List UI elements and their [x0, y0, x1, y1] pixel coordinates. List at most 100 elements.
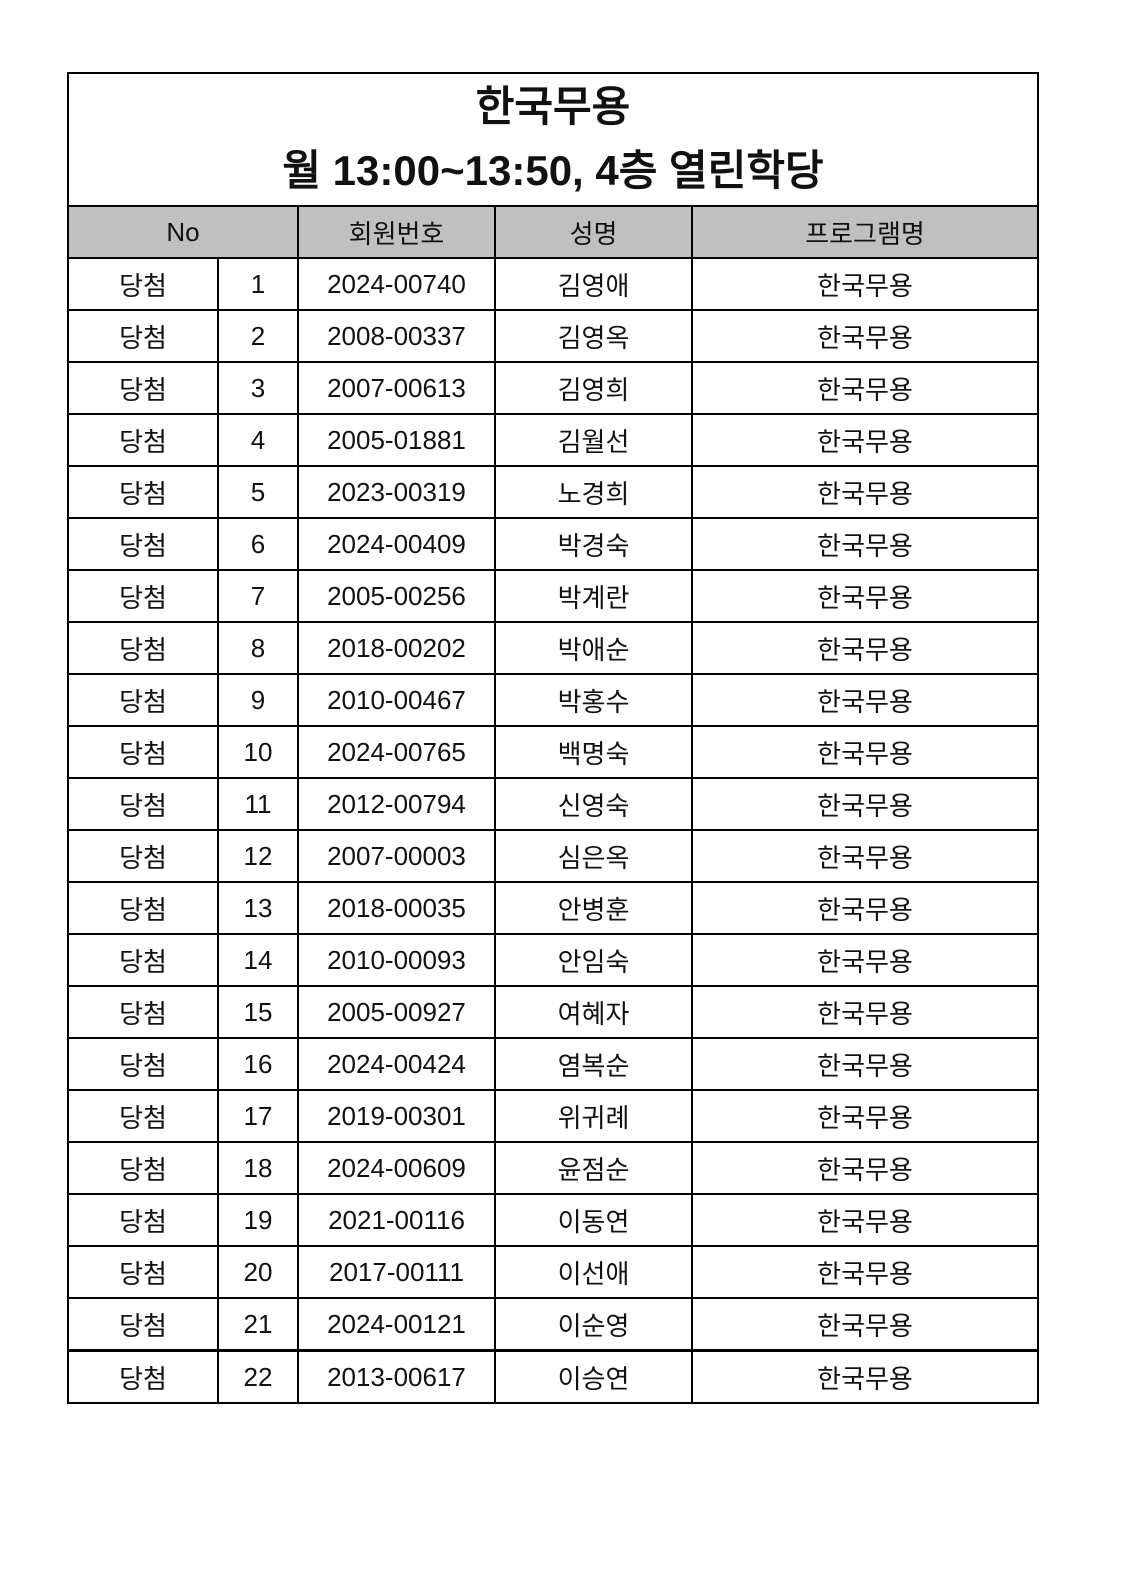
member-id-cell: 2024-00424: [297, 1037, 496, 1091]
status-cell: 당첨: [69, 829, 219, 883]
member-id-cell: 2008-00337: [297, 309, 496, 363]
table-row: 당첨 6 2024-00409 박경숙 한국무용: [69, 517, 1037, 571]
number-cell: 11: [217, 777, 299, 831]
name-cell: 윤점순: [494, 1141, 693, 1195]
table-row: 당첨 20 2017-00111 이선애 한국무용: [69, 1245, 1037, 1299]
table-row: 당첨 13 2018-00035 안병훈 한국무용: [69, 881, 1037, 935]
name-cell: 박애순: [494, 621, 693, 675]
table-row: 당첨 8 2018-00202 박애순 한국무용: [69, 621, 1037, 675]
number-cell: 21: [217, 1297, 299, 1352]
program-cell: 한국무용: [691, 1193, 1037, 1247]
number-cell: 18: [217, 1141, 299, 1195]
number-cell: 3: [217, 361, 299, 415]
member-id-cell: 2024-00609: [297, 1141, 496, 1195]
number-cell: 9: [217, 673, 299, 727]
program-cell: 한국무용: [691, 309, 1037, 363]
name-cell: 신영숙: [494, 777, 693, 831]
program-cell: 한국무용: [691, 829, 1037, 883]
table-row: 당첨 7 2005-00256 박계란 한국무용: [69, 569, 1037, 623]
status-cell: 당첨: [69, 413, 219, 467]
header-no: No: [69, 207, 299, 259]
number-cell: 19: [217, 1193, 299, 1247]
name-cell: 심은옥: [494, 829, 693, 883]
name-cell: 백명숙: [494, 725, 693, 779]
member-id-cell: 2024-00409: [297, 517, 496, 571]
table-row: 당첨 21 2024-00121 이순영 한국무용: [69, 1297, 1037, 1352]
table-row: 당첨 17 2019-00301 위귀례 한국무용: [69, 1089, 1037, 1143]
member-id-cell: 2013-00617: [297, 1349, 496, 1402]
table-row: 당첨 19 2021-00116 이동연 한국무용: [69, 1193, 1037, 1247]
name-cell: 노경희: [494, 465, 693, 519]
status-cell: 당첨: [69, 1245, 219, 1299]
member-id-cell: 2018-00202: [297, 621, 496, 675]
status-cell: 당첨: [69, 933, 219, 987]
status-cell: 당첨: [69, 361, 219, 415]
program-cell: 한국무용: [691, 361, 1037, 415]
table-row: 당첨 2 2008-00337 김영옥 한국무용: [69, 309, 1037, 363]
number-cell: 14: [217, 933, 299, 987]
name-cell: 이승연: [494, 1349, 693, 1402]
table-header-row: No 회원번호 성명 프로그램명: [69, 207, 1037, 259]
member-id-cell: 2007-00613: [297, 361, 496, 415]
table-row: 당첨 4 2005-01881 김월선 한국무용: [69, 413, 1037, 467]
program-cell: 한국무용: [691, 1037, 1037, 1091]
name-cell: 박홍수: [494, 673, 693, 727]
table-row: 당첨 3 2007-00613 김영희 한국무용: [69, 361, 1037, 415]
member-id-cell: 2010-00467: [297, 673, 496, 727]
header-member-id: 회원번호: [297, 207, 496, 259]
status-cell: 당첨: [69, 725, 219, 779]
program-cell: 한국무용: [691, 465, 1037, 519]
number-cell: 15: [217, 985, 299, 1039]
name-cell: 박경숙: [494, 517, 693, 571]
table-row: 당첨 9 2010-00467 박홍수 한국무용: [69, 673, 1037, 727]
name-cell: 김영희: [494, 361, 693, 415]
program-cell: 한국무용: [691, 1297, 1037, 1352]
winners-table: No 회원번호 성명 프로그램명 당첨 1 2024-00740 김영애 한국무용 당첨 2…: [69, 207, 1037, 1402]
table-body: 당첨 1 2024-00740 김영애 한국무용 당첨 2 2008-00337 김영옥 한국무용…: [69, 257, 1037, 1402]
name-cell: 염복순: [494, 1037, 693, 1091]
status-cell: 당첨: [69, 465, 219, 519]
program-cell: 한국무용: [691, 985, 1037, 1039]
name-cell: 안병훈: [494, 881, 693, 935]
table-row: 당첨 11 2012-00794 신영숙 한국무용: [69, 777, 1037, 831]
member-id-cell: 2024-00121: [297, 1297, 496, 1352]
schedule-subtitle: 월 13:00~13:50, 4층 열린학당: [282, 147, 824, 194]
status-cell: 당첨: [69, 1349, 219, 1402]
table-row: 당첨 1 2024-00740 김영애 한국무용: [69, 257, 1037, 311]
program-cell: 한국무용: [691, 933, 1037, 987]
number-cell: 17: [217, 1089, 299, 1143]
status-cell: 당첨: [69, 1037, 219, 1091]
number-cell: 4: [217, 413, 299, 467]
number-cell: 16: [217, 1037, 299, 1091]
page-title: 한국무용: [475, 83, 631, 130]
number-cell: 6: [217, 517, 299, 571]
number-cell: 13: [217, 881, 299, 935]
status-cell: 당첨: [69, 985, 219, 1039]
member-id-cell: 2007-00003: [297, 829, 496, 883]
program-cell: 한국무용: [691, 777, 1037, 831]
member-id-cell: 2005-00256: [297, 569, 496, 623]
program-cell: 한국무용: [691, 517, 1037, 571]
name-cell: 여혜자: [494, 985, 693, 1039]
program-cell: 한국무용: [691, 257, 1037, 311]
table-row: 당첨 5 2023-00319 노경희 한국무용: [69, 465, 1037, 519]
name-cell: 안임숙: [494, 933, 693, 987]
member-id-cell: 2019-00301: [297, 1089, 496, 1143]
member-id-cell: 2018-00035: [297, 881, 496, 935]
table-row: 당첨 16 2024-00424 염복순 한국무용: [69, 1037, 1037, 1091]
status-cell: 당첨: [69, 517, 219, 571]
program-cell: 한국무용: [691, 1141, 1037, 1195]
member-id-cell: 2005-01881: [297, 413, 496, 467]
program-cell: 한국무용: [691, 413, 1037, 467]
member-id-cell: 2012-00794: [297, 777, 496, 831]
program-cell: 한국무용: [691, 621, 1037, 675]
member-id-cell: 2024-00765: [297, 725, 496, 779]
number-cell: 1: [217, 257, 299, 311]
status-cell: 당첨: [69, 1089, 219, 1143]
member-id-cell: 2010-00093: [297, 933, 496, 987]
number-cell: 8: [217, 621, 299, 675]
status-cell: 당첨: [69, 309, 219, 363]
member-id-cell: 2017-00111: [297, 1245, 496, 1299]
program-cell: 한국무용: [691, 1349, 1037, 1402]
status-cell: 당첨: [69, 881, 219, 935]
